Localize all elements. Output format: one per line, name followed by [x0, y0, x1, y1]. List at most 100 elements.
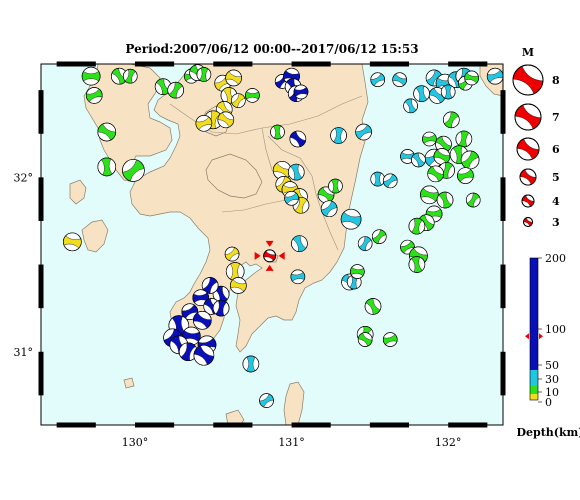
- event-green: [464, 70, 479, 86]
- magnitude-legend-ball: [512, 64, 544, 96]
- event-green: [408, 217, 426, 235]
- frame-segment: [56, 61, 96, 67]
- main-event-arrow: [265, 240, 274, 247]
- depth-scale-label: 30: [545, 373, 559, 386]
- frame-segment: [213, 422, 253, 428]
- magnitude-legend-ball: [516, 137, 540, 161]
- event-mid: [382, 173, 398, 189]
- event-green: [433, 148, 451, 165]
- frame-segment: [38, 90, 44, 134]
- depth-scale-segment: [530, 386, 538, 394]
- frame-segment: [38, 351, 44, 396]
- frame-segment: [500, 90, 506, 134]
- depth-scale-label: 0: [545, 396, 552, 409]
- frame-segment: [56, 422, 96, 428]
- period-title: Period:2007/06/12 00:00--2017/06/12 15:5…: [125, 42, 418, 56]
- event-green: [460, 150, 480, 170]
- event-green: [357, 332, 373, 347]
- event-green: [154, 78, 172, 95]
- event-green: [122, 68, 138, 84]
- event-green: [427, 165, 444, 183]
- frame-segment: [134, 61, 175, 67]
- event-green: [465, 192, 481, 208]
- event-yellow: [225, 262, 245, 281]
- event-green: [111, 67, 128, 85]
- frame-segment: [500, 264, 506, 309]
- event-mid: [355, 123, 372, 141]
- frame-segment: [448, 61, 488, 67]
- event-mid: [340, 208, 362, 230]
- event-deep: [192, 289, 210, 306]
- event-green: [420, 185, 439, 205]
- event-deep: [289, 130, 307, 148]
- event-green: [196, 67, 212, 82]
- event-deep: [212, 299, 230, 317]
- magnitude-legend-ball: [523, 217, 533, 227]
- lat-tick-label: 31°: [14, 346, 34, 359]
- event-yellow: [217, 111, 235, 129]
- depth-scale-segment: [530, 370, 538, 386]
- event-mid: [440, 84, 456, 100]
- event-mid: [370, 72, 386, 87]
- lon-tick-label: 131°: [278, 436, 305, 449]
- magnitude-legend-label: 5: [552, 171, 560, 184]
- event-mid: [290, 269, 306, 285]
- event-green: [371, 229, 387, 244]
- magnitude-legend-label: 3: [552, 216, 560, 229]
- event-mid: [403, 98, 418, 114]
- goto-island: [69, 179, 87, 205]
- event-mid: [370, 171, 386, 187]
- event-green: [270, 124, 285, 140]
- focal-mechanism-events: [63, 64, 503, 408]
- event-green: [350, 264, 365, 279]
- magnitude-legend-label: 4: [552, 195, 560, 208]
- depth-marker-arrow: [539, 333, 543, 340]
- frame-segment: [291, 422, 331, 428]
- lon-tick-label: 130°: [122, 436, 149, 449]
- event-deep: [212, 285, 230, 303]
- koshiki-island: [81, 219, 109, 253]
- event-mid: [330, 127, 347, 144]
- lon-tick-label: 132°: [435, 436, 462, 449]
- depth-scale-label: 200: [545, 252, 566, 265]
- event-deep: [193, 311, 212, 330]
- map-frame-outline: [40, 63, 504, 426]
- event-green: [382, 332, 398, 347]
- event-green: [85, 87, 103, 104]
- event-green: [167, 81, 184, 99]
- event-mid: [486, 67, 503, 85]
- frame-segment: [448, 422, 488, 428]
- frame-segment: [134, 422, 175, 428]
- event-deep: [181, 303, 199, 320]
- main-event-arrow: [254, 251, 261, 260]
- event-mid: [400, 149, 415, 164]
- main-event-group: [254, 240, 285, 271]
- event-mid: [357, 236, 373, 251]
- event-green: [97, 122, 117, 142]
- frame-segment: [369, 422, 410, 428]
- depth-scale-unit: Depth(km): [517, 426, 580, 439]
- event-green: [97, 157, 117, 177]
- depth-scale-segment: [530, 258, 538, 370]
- event-yellow: [225, 69, 242, 87]
- event-green: [245, 88, 260, 103]
- depth-scale-label: 50: [545, 359, 559, 372]
- tanegashima-island: [283, 381, 305, 425]
- event-green: [328, 178, 343, 194]
- small-island: [123, 377, 135, 389]
- lat-tick-label: 32°: [14, 171, 34, 184]
- event-deep: [193, 344, 215, 366]
- event-yellow: [231, 93, 246, 108]
- event-mid: [242, 355, 260, 373]
- event-yellow: [272, 161, 292, 180]
- map-frame: [38, 61, 506, 428]
- event-mid: [259, 393, 274, 408]
- event-yellow: [63, 232, 82, 252]
- event-yellow: [195, 114, 213, 132]
- magnitude-legend-label: 8: [552, 74, 560, 87]
- depth-scale-label: 100: [545, 323, 566, 336]
- event-yellow: [224, 246, 240, 262]
- depth-marker-arrow: [525, 333, 529, 340]
- event-mid: [413, 85, 430, 102]
